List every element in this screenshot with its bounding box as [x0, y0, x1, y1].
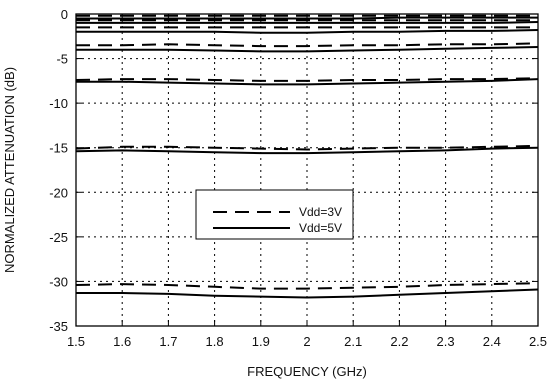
- x-tick-labels: 1.5 1.6 1.7 1.8 1.9 2 2.1 2.2 2.3 2.4 2.5: [67, 334, 547, 349]
- series-line-vdd-5v: [76, 29, 539, 34]
- series-line-vdd-3v: [75, 144, 539, 151]
- legend: Vdd=3V Vdd=5V: [195, 189, 354, 240]
- series-line-vdd-5v: [76, 288, 539, 299]
- y-tick-labels: 0 -5 -10 -15 -20 -25 -30 -35: [49, 7, 68, 334]
- x-tick-label: 2.1: [344, 334, 362, 349]
- y-tick-label: -20: [49, 185, 68, 200]
- x-axis-title: FREQUENCY (GHz): [247, 364, 367, 379]
- series-line-vdd-3v: [75, 77, 539, 82]
- series-line-vdd-3v: [76, 42, 539, 48]
- series-line-vdd-3v: [75, 282, 539, 290]
- series-line-vdd-5v: [75, 146, 539, 155]
- series-line-vdd-5v: [76, 21, 539, 24]
- y-tick-label: -15: [49, 141, 68, 156]
- axis-ticks: [75, 13, 539, 327]
- grid: [76, 14, 538, 326]
- y-tick-label: -35: [49, 319, 68, 334]
- y-tick-label: -10: [49, 96, 68, 111]
- y-axis-title: NORMALIZED ATTENUATION (dB): [2, 67, 17, 273]
- x-tick-label: 2: [303, 334, 310, 349]
- x-tick-label: 1.9: [252, 334, 270, 349]
- x-tick-label: 2.5: [529, 334, 547, 349]
- legend-label-5v: Vdd=5V: [299, 221, 342, 235]
- x-tick-label: 2.3: [437, 334, 455, 349]
- series-line-vdd-5v: [76, 46, 539, 53]
- y-tick-label: 0: [61, 7, 68, 22]
- series-lines: [75, 14, 539, 299]
- y-tick-label: -5: [56, 52, 68, 67]
- x-tick-label: 1.7: [159, 334, 177, 349]
- legend-box: [195, 189, 354, 240]
- y-tick-label: -25: [49, 230, 68, 245]
- x-tick-label: 1.5: [67, 334, 85, 349]
- y-tick-label: -30: [49, 274, 68, 289]
- series-line-vdd-5v: [76, 78, 539, 86]
- x-tick-label: 1.8: [206, 334, 224, 349]
- x-tick-label: 2.4: [483, 334, 501, 349]
- x-tick-label: 2.2: [390, 334, 408, 349]
- x-tick-label: 1.6: [113, 334, 131, 349]
- legend-label-3v: Vdd=3V: [299, 205, 342, 219]
